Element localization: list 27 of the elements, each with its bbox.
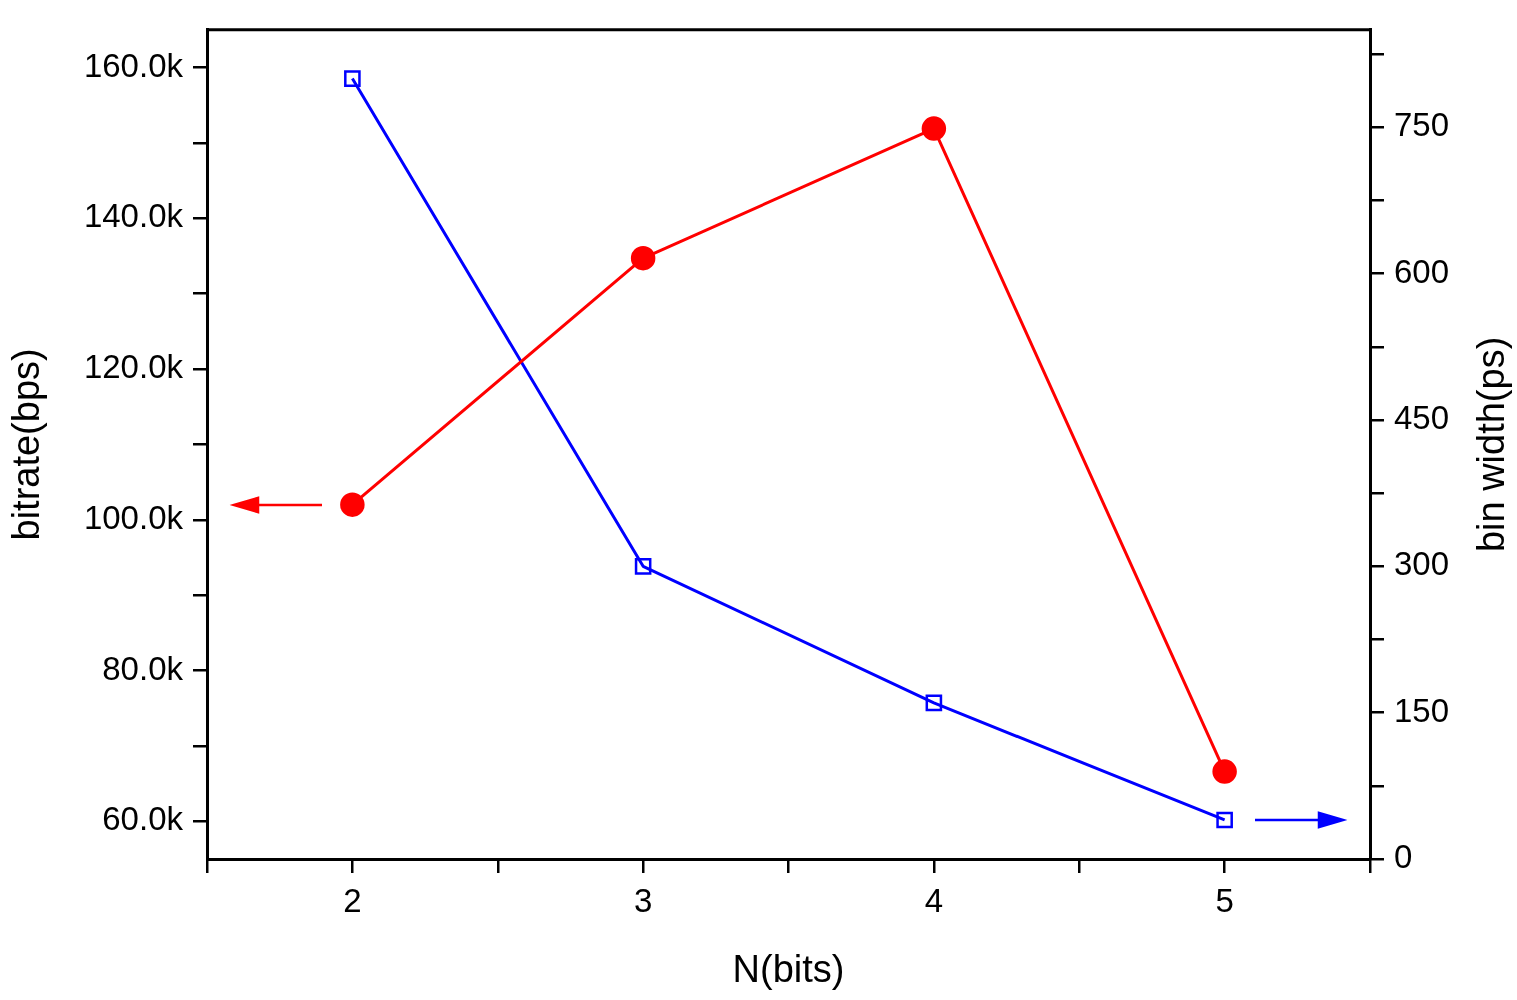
y2-tick-label: 600 [1394,252,1450,290]
y-tick-label: 80.0k [102,649,184,687]
point [634,558,652,575]
y-tick-label: 140.0k [83,197,184,235]
y2-tick-label: 450 [1394,399,1450,437]
y2-tick-label: 150 [1394,691,1450,729]
point [344,70,361,87]
x-tick-label: 2 [343,881,362,919]
y-tick-label: 120.0k [83,348,184,386]
y-tick-label: 60.0k [102,800,184,838]
y-tick-label: 160.0k [83,46,184,84]
x-axis-title: N(bits) [732,947,845,990]
x-tick-label: 3 [633,881,653,919]
x-tick-label: 5 [1215,881,1234,919]
y-tick-label: 100.0k [83,498,184,536]
point [630,245,656,271]
point [340,492,365,517]
point [921,116,947,141]
x-tick-label: 4 [924,881,944,919]
y-axis-title: bitrate(bps) [5,348,48,541]
point [925,694,943,712]
y2-tick-label: 300 [1394,545,1450,583]
y2-axis-title: bin width(ps) [1470,336,1513,553]
y2-tick-label: 750 [1394,106,1450,144]
y2-tick-label: 0 [1394,838,1413,876]
point [1216,811,1233,829]
point [1212,759,1237,784]
